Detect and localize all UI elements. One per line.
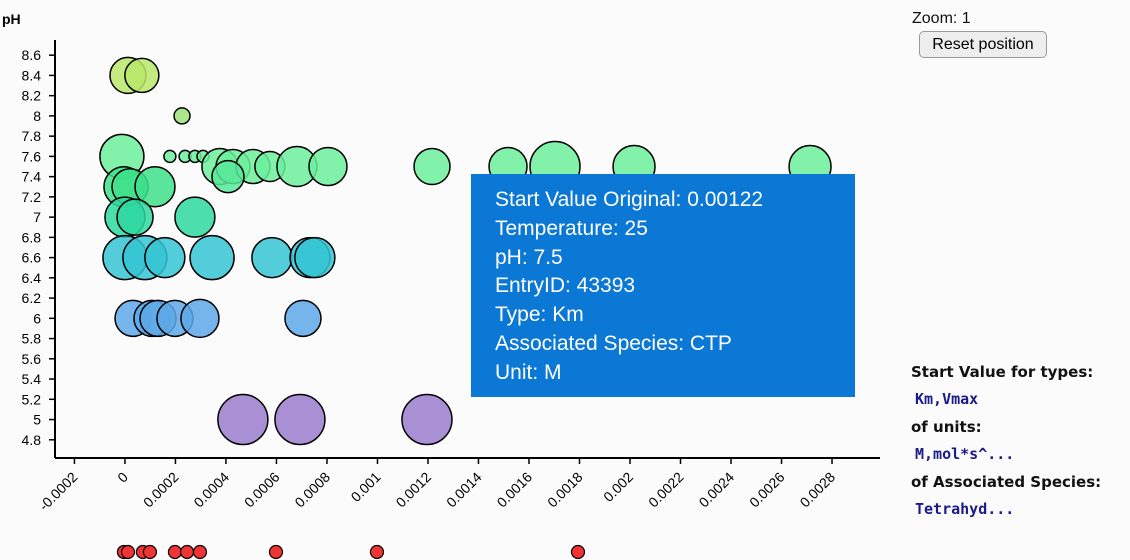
bubble [284, 299, 322, 338]
bubble [174, 196, 216, 238]
tooltip-line: Unit: M [495, 360, 562, 384]
x-tick-label: 0.0012 [393, 469, 435, 511]
filter-label: of Associated Species: [911, 473, 1102, 491]
rug-dot [167, 544, 183, 560]
x-tick-label: 0.002 [600, 469, 636, 505]
filter-value: M,mol*s^... [915, 445, 1015, 463]
y-tick-label: 7.6 [22, 148, 42, 164]
x-tick-label: 0 [114, 469, 131, 486]
filter-value: Tetrahyd... [915, 500, 1015, 518]
x-tick-label: -0.0002 [36, 469, 81, 514]
x-tick-label: 0.0018 [544, 469, 586, 511]
y-tick-label: 7.4 [22, 169, 42, 185]
y-tick-label: 7.2 [22, 189, 42, 205]
reset-button[interactable]: Reset position [919, 31, 1047, 58]
rug-dot [570, 544, 586, 560]
y-tick-label: 5.8 [22, 331, 42, 347]
x-tick-label: 0.0004 [190, 469, 232, 511]
tooltip: Start Value Original: 0.00122 Temperature… [471, 174, 855, 397]
x-tick-label: 0.0014 [443, 469, 485, 511]
y-tick-label: 6 [33, 310, 41, 326]
bubble [211, 159, 245, 194]
x-tick-label: 0.001 [348, 469, 384, 505]
y-tick-label: 5.2 [22, 391, 42, 407]
rug-dot [120, 544, 136, 560]
rug-dot [179, 544, 195, 560]
rug-dot [268, 544, 284, 560]
y-tick-label: 6.6 [22, 250, 42, 266]
tooltip-line: EntryID: 43393 [495, 274, 636, 298]
y-tick-label: 8 [33, 108, 41, 124]
bubble [251, 236, 293, 279]
bubble [308, 146, 348, 187]
tooltip-line: Associated Species: CTP [495, 331, 732, 355]
bubble [173, 107, 191, 125]
x-tick-label: 0.0008 [291, 469, 333, 511]
x-tick-label: 0.0022 [645, 469, 687, 511]
rug-dot [369, 544, 385, 560]
y-axis-label: pH [2, 11, 21, 27]
x-tick-label: 0.0006 [241, 469, 283, 511]
tooltip-line: Type: Km [495, 303, 584, 327]
tooltip-line: pH: 7.5 [495, 245, 563, 269]
y-tick-label: 7.8 [22, 128, 42, 144]
bubble [413, 147, 451, 186]
rug-dot [142, 544, 158, 560]
bubble [163, 149, 177, 164]
bubble [180, 298, 220, 339]
x-tick-label: 0.0016 [494, 469, 536, 511]
bubble [294, 236, 336, 279]
bubble [144, 236, 186, 279]
x-tick-label: 0.0028 [797, 469, 839, 511]
y-tick-label: 8.6 [22, 47, 42, 63]
y-tick-label: 4.8 [22, 432, 42, 448]
x-tick-label: 0.0026 [746, 469, 788, 511]
rug-dot [192, 544, 208, 560]
y-tick-label: 7 [33, 209, 41, 225]
bubble [217, 393, 269, 446]
filter-label: of units: [911, 418, 982, 436]
y-tick-label: 8.4 [22, 67, 42, 83]
zoom-label: Zoom: 1 [912, 10, 971, 27]
y-tick-label: 5.6 [22, 351, 42, 367]
bubble [401, 393, 453, 446]
tooltip-line: Start Value Original: 0.00122 [495, 188, 764, 211]
bubble [124, 57, 160, 94]
bubble [274, 393, 326, 446]
tooltip-line: Temperature: 25 [495, 216, 648, 240]
y-tick-label: 6.8 [22, 229, 42, 245]
y-tick-label: 6.4 [22, 270, 42, 286]
y-tick-label: 5 [33, 412, 41, 428]
x-tick-label: 0.0024 [696, 469, 738, 511]
bubble [134, 166, 176, 208]
filter-value: Km,Vmax [915, 390, 979, 408]
y-tick-label: 8.2 [22, 88, 42, 104]
y-tick-label: 5.4 [22, 371, 42, 387]
filter-label: Start Value for types: [911, 363, 1094, 381]
bubble [116, 198, 154, 236]
x-tick-label: 0.0002 [140, 469, 182, 511]
y-tick-label: 6.2 [22, 290, 42, 306]
bubble [189, 234, 235, 281]
